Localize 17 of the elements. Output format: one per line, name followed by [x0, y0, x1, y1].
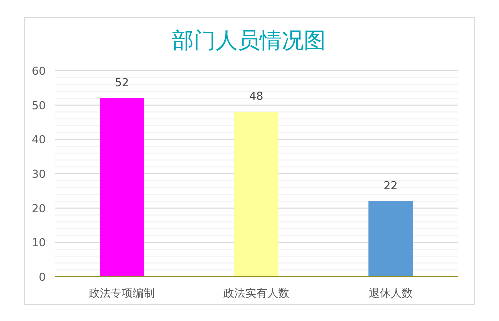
y-tick-label: 0: [39, 271, 46, 284]
bar: [234, 112, 279, 277]
y-tick-label: 60: [32, 65, 46, 78]
chart-title: 部门人员情况图: [172, 29, 326, 54]
x-tick-label: 政法实有人数: [224, 287, 290, 300]
bar: [368, 201, 413, 277]
y-tick-label: 40: [32, 134, 46, 147]
data-label: 52: [115, 76, 130, 90]
y-tick-label: 20: [32, 202, 46, 216]
x-tick-label: 政法专项编制: [89, 287, 156, 300]
y-tick-label: 50: [32, 99, 46, 112]
data-label: 48: [250, 90, 264, 104]
x-tick-label: 退休人数: [368, 287, 413, 300]
bar: [100, 98, 144, 277]
y-tick-label: 10: [32, 236, 46, 250]
data-label: 22: [384, 179, 398, 192]
y-tick-label: 30: [32, 168, 46, 181]
